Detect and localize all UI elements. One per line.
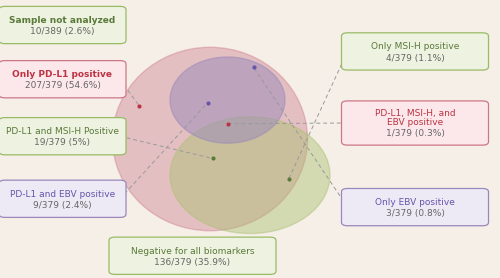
FancyBboxPatch shape bbox=[342, 101, 488, 145]
Text: 19/379 (5%): 19/379 (5%) bbox=[34, 138, 90, 147]
FancyBboxPatch shape bbox=[0, 61, 126, 98]
Text: 4/379 (1.1%): 4/379 (1.1%) bbox=[386, 54, 444, 63]
Text: PD-L1 and EBV positive: PD-L1 and EBV positive bbox=[10, 190, 115, 199]
Text: Only EBV positive: Only EBV positive bbox=[375, 198, 455, 207]
Text: 207/379 (54.6%): 207/379 (54.6%) bbox=[24, 81, 101, 90]
FancyBboxPatch shape bbox=[0, 180, 126, 217]
FancyBboxPatch shape bbox=[342, 188, 488, 226]
Text: PD-L1 and MSI-H Positive: PD-L1 and MSI-H Positive bbox=[6, 127, 119, 136]
Text: 1/379 (0.3%): 1/379 (0.3%) bbox=[386, 129, 444, 138]
Ellipse shape bbox=[170, 57, 285, 143]
Text: PD-L1, MSI-H, and: PD-L1, MSI-H, and bbox=[374, 109, 456, 118]
Text: 10/389 (2.6%): 10/389 (2.6%) bbox=[30, 27, 95, 36]
Text: EBV positive: EBV positive bbox=[387, 118, 443, 127]
Ellipse shape bbox=[170, 117, 330, 234]
FancyBboxPatch shape bbox=[0, 6, 126, 44]
Text: 9/379 (2.4%): 9/379 (2.4%) bbox=[33, 201, 92, 210]
Text: 136/379 (35.9%): 136/379 (35.9%) bbox=[154, 258, 230, 267]
Text: Only MSI-H positive: Only MSI-H positive bbox=[371, 42, 459, 51]
FancyBboxPatch shape bbox=[0, 118, 126, 155]
FancyBboxPatch shape bbox=[109, 237, 276, 274]
Text: Only PD-L1 positive: Only PD-L1 positive bbox=[12, 70, 112, 79]
Ellipse shape bbox=[112, 47, 308, 231]
Text: Sample not analyzed: Sample not analyzed bbox=[10, 16, 116, 25]
Text: 3/379 (0.8%): 3/379 (0.8%) bbox=[386, 209, 444, 218]
FancyBboxPatch shape bbox=[342, 33, 488, 70]
Text: Negative for all biomarkers: Negative for all biomarkers bbox=[131, 247, 254, 256]
